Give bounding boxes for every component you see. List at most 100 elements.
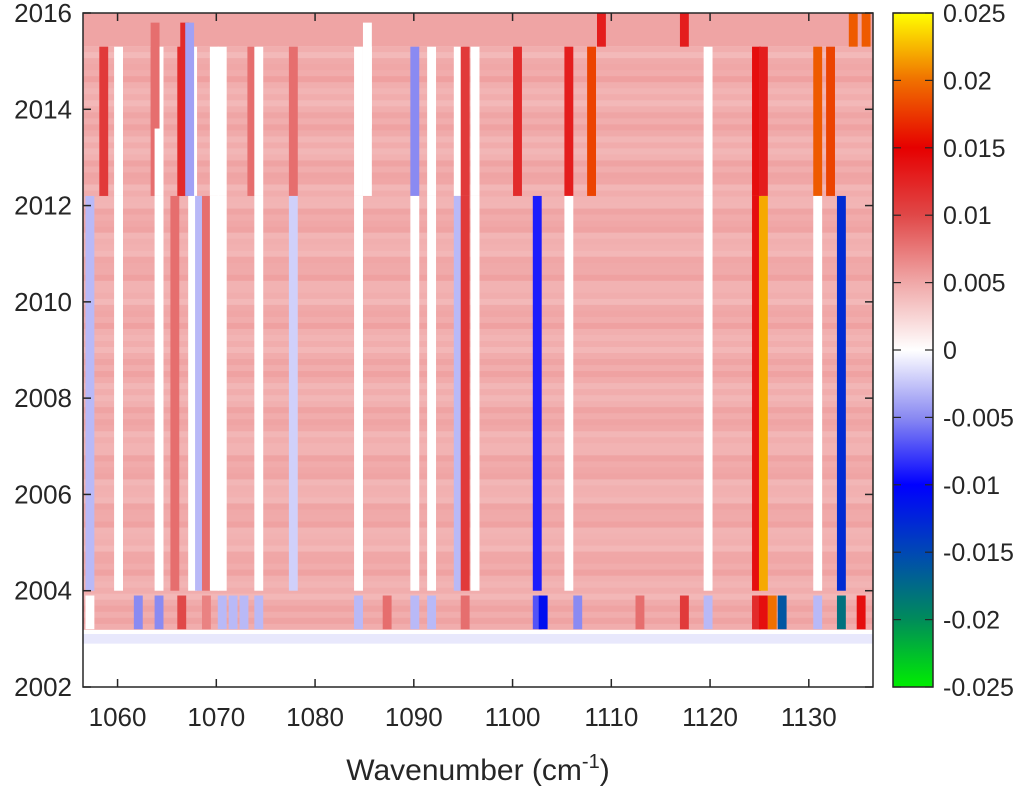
heatmap-cell: [460, 46, 470, 196]
heatmap-cell: [513, 46, 522, 196]
heatmap-cell: [85, 595, 95, 630]
colorbar-ticks: -0.025 -0.02 -0.015 -0.01 -0.005 0 0.005 0.01 0.…: [893, 0, 1014, 702]
bottom-strip: [83, 634, 873, 644]
heatmap-cell: [354, 46, 363, 196]
heatmap-cell: [856, 595, 866, 630]
heatmap-cell: [470, 46, 480, 196]
heatmap-cell: [382, 595, 392, 630]
colorbar-tick-label: 0: [943, 337, 957, 365]
band-cell: [83, 593, 873, 600]
heatmap-cell: [188, 195, 198, 591]
colorbar-tick-label: 0.01: [943, 202, 992, 230]
heatmap-cell: [573, 595, 583, 630]
heatmap-cell: [427, 595, 437, 630]
heatmap-cell: [564, 195, 574, 591]
heatmap-cell: [596, 13, 606, 47]
heatmap-cell: [354, 195, 363, 591]
heatmap-cell: [427, 195, 437, 591]
x-tick-label: 1110: [584, 702, 638, 732]
heatmap-cell: [180, 22, 190, 196]
heatmap-cell: [247, 46, 257, 196]
heatmap-cell: [228, 595, 238, 630]
heatmap-cell: [752, 595, 761, 630]
heatmap-cell: [752, 195, 761, 591]
heatmap-cell: [154, 195, 164, 591]
y-tick-label: 2008: [14, 383, 72, 413]
heatmap-cell: [703, 595, 713, 630]
y-tick-label: 2004: [14, 576, 72, 606]
heatmap-cell: [703, 46, 713, 196]
heatmap-cell: [288, 195, 298, 591]
heatmap-cell: [587, 46, 597, 196]
heatmap-cell: [170, 195, 180, 591]
heatmap-cell: [836, 595, 846, 630]
band-cell: [83, 605, 873, 612]
heatmap-cell: [460, 595, 470, 630]
heatmap-cell: [114, 46, 123, 196]
heatmap-cell: [758, 46, 768, 196]
band-cell: [83, 611, 873, 618]
heatmap-cell: [201, 595, 211, 630]
colorbar-tick-label: 0.025: [943, 0, 1006, 28]
heatmap-cell: [185, 22, 195, 196]
heatmap-cell: [288, 46, 298, 196]
heatmap-cell: [177, 595, 187, 630]
heatmap-cell: [460, 195, 470, 591]
heatmap-cell: [195, 195, 204, 591]
heatmap-cell: [354, 595, 363, 630]
heatmap-cell: [362, 22, 372, 129]
heatmap-cell: [777, 595, 787, 630]
x-axis-label: Wavenumber (cm-1): [346, 751, 609, 787]
colorbar-tick-label: 0.02: [943, 67, 992, 95]
heatmap-cell: [532, 595, 542, 630]
colorbar-tick-label: 0.005: [943, 270, 1006, 298]
heatmap-cell: [758, 595, 768, 630]
colorbar-tick-label: 0.015: [943, 135, 1006, 163]
heatmap-cell: [209, 46, 219, 196]
heatmap-cell: [410, 46, 420, 196]
y-tick-label: 2016: [14, 0, 72, 28]
band-cell: [83, 599, 873, 606]
x-tick-label: 1130: [781, 702, 837, 732]
y-axis: 2002 2004 2006 2008 2010 2012 2014 2016: [14, 0, 873, 702]
heatmap-cell: [427, 46, 437, 196]
heatmap-cell: [752, 46, 761, 196]
heatmap-cell: [99, 46, 109, 196]
heatmap-cell: [209, 195, 219, 591]
x-tick-label: 1100: [485, 702, 541, 732]
plot-area: [83, 13, 873, 687]
y-tick-label: 2010: [14, 287, 72, 317]
band-cell: [83, 13, 873, 47]
heatmap-cell: [758, 195, 768, 591]
heatmap-cell: [114, 195, 123, 591]
y-tick-label: 2006: [14, 479, 72, 509]
heatmap-cell: [217, 595, 227, 630]
x-axis: 1060 1070 1080 1090 1100 1110 1120 1130: [89, 13, 837, 732]
colorbar-tick-label: -0.01: [943, 472, 1000, 500]
heatmap-cell: [254, 195, 264, 591]
colorbar: -0.025 -0.02 -0.015 -0.01 -0.005 0 0.005 0.01 0.…: [892, 0, 1014, 702]
heatmap-cell: [813, 46, 823, 196]
heatmap-cell: [813, 195, 823, 591]
heatmap-cell: [150, 22, 160, 129]
heatmap-cell: [201, 195, 211, 591]
heatmap-cell: [813, 595, 823, 630]
y-tick-label: 2014: [14, 94, 72, 124]
band-cell: [83, 617, 873, 624]
heatmap-cell: [538, 595, 548, 630]
x-tick-label: 1060: [89, 702, 147, 732]
y-tick-label: 2012: [14, 191, 72, 221]
plot-frame: [82, 12, 874, 688]
heatmap-cell: [679, 595, 689, 630]
heatmap-cell: [532, 195, 542, 591]
heatmap-cell: [826, 46, 835, 196]
heatmap-cell: [254, 46, 264, 196]
heatmap-cell: [133, 595, 143, 630]
heatmap-cell: [85, 195, 95, 591]
x-tick-label: 1080: [286, 702, 344, 732]
heatmap-cell: [470, 195, 480, 591]
heatmap-cell: [767, 595, 777, 630]
heatmap-cell: [861, 13, 871, 47]
colorbar-tick-label: -0.005: [943, 404, 1014, 432]
